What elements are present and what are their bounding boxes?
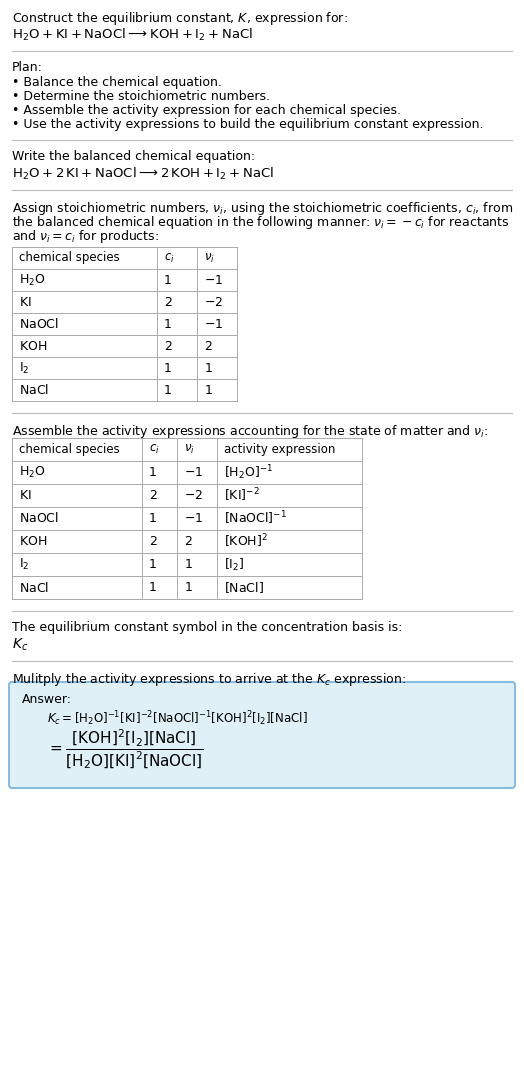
Text: $-1$: $-1$ <box>204 318 223 330</box>
Text: 2: 2 <box>149 489 157 502</box>
Text: • Assemble the activity expression for each chemical species.: • Assemble the activity expression for e… <box>12 104 401 117</box>
Text: $2$: $2$ <box>184 535 193 548</box>
FancyBboxPatch shape <box>9 682 515 788</box>
Text: $c_i$: $c_i$ <box>149 443 160 456</box>
Text: Assign stoichiometric numbers, $\nu_i$, using the stoichiometric coefficients, $: Assign stoichiometric numbers, $\nu_i$, … <box>12 200 513 217</box>
Text: $\mathrm{H_2O + KI + NaOCl}\longrightarrow\mathrm{KOH + I_2 + NaCl}$: $\mathrm{H_2O + KI + NaOCl}\longrightarr… <box>12 27 253 43</box>
Text: $1$: $1$ <box>204 383 213 397</box>
Text: $\mathrm{KI}$: $\mathrm{KI}$ <box>19 295 31 309</box>
Text: $-2$: $-2$ <box>184 489 203 502</box>
Text: $1$: $1$ <box>184 580 193 594</box>
Text: 1: 1 <box>164 362 172 374</box>
Text: $1$: $1$ <box>184 558 193 571</box>
Text: • Balance the chemical equation.: • Balance the chemical equation. <box>12 76 222 89</box>
Text: Plan:: Plan: <box>12 61 43 74</box>
Text: 1: 1 <box>164 318 172 330</box>
Text: 1: 1 <box>164 274 172 286</box>
Text: $[\mathrm{H_2O}]^{-1}$: $[\mathrm{H_2O}]^{-1}$ <box>224 464 273 482</box>
Text: 1: 1 <box>149 512 157 525</box>
Text: $\mathrm{KOH}$: $\mathrm{KOH}$ <box>19 535 47 548</box>
Text: $\mathrm{I_2}$: $\mathrm{I_2}$ <box>19 557 29 572</box>
Text: 2: 2 <box>164 295 172 309</box>
Text: and $\nu_i = c_i$ for products:: and $\nu_i = c_i$ for products: <box>12 227 159 245</box>
Text: Mulitply the activity expressions to arrive at the $K_c$ expression:: Mulitply the activity expressions to arr… <box>12 671 406 688</box>
Text: $\mathrm{NaCl}$: $\mathrm{NaCl}$ <box>19 383 49 397</box>
Text: • Use the activity expressions to build the equilibrium constant expression.: • Use the activity expressions to build … <box>12 118 484 131</box>
Text: $K_c$: $K_c$ <box>12 637 28 653</box>
Text: $[\mathrm{KOH}]^{2}$: $[\mathrm{KOH}]^{2}$ <box>224 532 268 550</box>
Text: $[\mathrm{KI}]^{-2}$: $[\mathrm{KI}]^{-2}$ <box>224 487 260 504</box>
Text: Assemble the activity expressions accounting for the state of matter and $\nu_i$: Assemble the activity expressions accoun… <box>12 423 488 440</box>
Text: $-1$: $-1$ <box>204 274 223 286</box>
Text: $K_c = [\mathrm{H_2O}]^{-1}[\mathrm{KI}]^{-2}[\mathrm{NaOCl}]^{-1}[\mathrm{KOH}]: $K_c = [\mathrm{H_2O}]^{-1}[\mathrm{KI}]… <box>47 709 308 727</box>
Text: $\mathrm{NaOCl}$: $\mathrm{NaOCl}$ <box>19 317 59 330</box>
Text: Answer:: Answer: <box>22 693 72 706</box>
Text: $= \dfrac{[\mathrm{KOH}]^2[\mathrm{I_2}][\mathrm{NaCl}]}{[\mathrm{H_2O}][\mathrm: $= \dfrac{[\mathrm{KOH}]^2[\mathrm{I_2}]… <box>47 727 204 770</box>
Text: activity expression: activity expression <box>224 443 335 456</box>
Text: Construct the equilibrium constant, $K$, expression for:: Construct the equilibrium constant, $K$,… <box>12 10 348 27</box>
Text: chemical species: chemical species <box>19 443 120 456</box>
Text: 1: 1 <box>149 558 157 571</box>
Text: $[\mathrm{I_2}]$: $[\mathrm{I_2}]$ <box>224 557 244 573</box>
Text: $2$: $2$ <box>204 339 213 353</box>
Text: 1: 1 <box>164 383 172 397</box>
Text: $[\mathrm{NaCl}]$: $[\mathrm{NaCl}]$ <box>224 580 264 594</box>
Text: chemical species: chemical species <box>19 251 120 265</box>
Text: 2: 2 <box>164 339 172 353</box>
Text: $\mathrm{H_2O + 2\,KI + NaOCl}\longrightarrow\mathrm{2\,KOH + I_2 + NaCl}$: $\mathrm{H_2O + 2\,KI + NaOCl}\longright… <box>12 166 274 182</box>
Text: $\mathrm{H_2O}$: $\mathrm{H_2O}$ <box>19 465 46 480</box>
Text: $\mathrm{NaOCl}$: $\mathrm{NaOCl}$ <box>19 512 59 526</box>
Text: 2: 2 <box>149 535 157 548</box>
Text: $\mathrm{H_2O}$: $\mathrm{H_2O}$ <box>19 273 46 288</box>
Text: $1$: $1$ <box>204 362 213 374</box>
Text: The equilibrium constant symbol in the concentration basis is:: The equilibrium constant symbol in the c… <box>12 621 402 634</box>
Text: $c_i$: $c_i$ <box>164 251 174 265</box>
Text: $\nu_i$: $\nu_i$ <box>184 443 195 456</box>
Text: $-1$: $-1$ <box>184 466 203 479</box>
Text: $\mathrm{I_2}$: $\mathrm{I_2}$ <box>19 361 29 376</box>
Text: Write the balanced chemical equation:: Write the balanced chemical equation: <box>12 150 255 163</box>
Text: $\mathrm{KI}$: $\mathrm{KI}$ <box>19 489 31 502</box>
Text: $[\mathrm{NaOCl}]^{-1}$: $[\mathrm{NaOCl}]^{-1}$ <box>224 510 287 527</box>
Text: the balanced chemical equation in the following manner: $\nu_i = -c_i$ for react: the balanced chemical equation in the fo… <box>12 214 509 231</box>
Text: $\nu_i$: $\nu_i$ <box>204 251 215 265</box>
Text: $\mathrm{KOH}$: $\mathrm{KOH}$ <box>19 339 47 353</box>
Text: $-2$: $-2$ <box>204 295 223 309</box>
Text: $-1$: $-1$ <box>184 512 203 525</box>
Text: 1: 1 <box>149 580 157 594</box>
Text: • Determine the stoichiometric numbers.: • Determine the stoichiometric numbers. <box>12 90 270 103</box>
Text: 1: 1 <box>149 466 157 479</box>
Text: $\mathrm{NaCl}$: $\mathrm{NaCl}$ <box>19 580 49 594</box>
